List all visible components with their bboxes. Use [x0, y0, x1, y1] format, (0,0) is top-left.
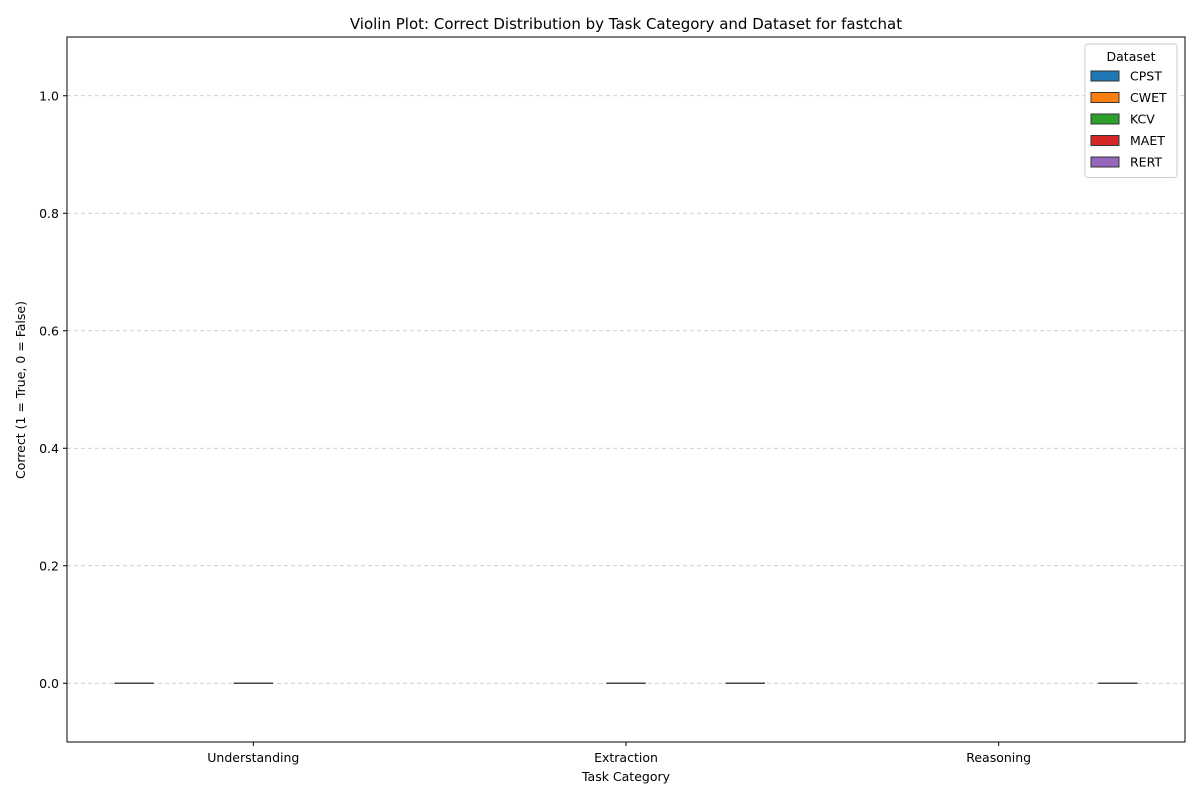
grid-lines: [67, 95, 1185, 684]
y-axis-label: Correct (1 = True, 0 = False): [13, 301, 28, 479]
x-axis-label: Task Category: [581, 769, 671, 784]
y-tick-label: 0.6: [39, 323, 59, 338]
legend-swatch-cwet: [1090, 92, 1120, 103]
y-tick-label: 1.0: [39, 88, 59, 103]
x-tick-label: Reasoning: [966, 750, 1031, 765]
x-axis-ticks: Understanding Extraction Reasoning: [207, 742, 1031, 765]
legend-swatch-cpst: [1090, 70, 1120, 82]
legend-label-cwet: CWET: [1130, 90, 1167, 105]
y-tick-label: 0.2: [39, 558, 59, 573]
y-axis-ticks: 0.0 0.2 0.4 0.6 0.8 1.0: [39, 88, 67, 691]
legend-label-kcv: KCV: [1130, 112, 1155, 127]
legend: Dataset CPST CWET KCV MAET RERT: [1084, 43, 1178, 178]
legend-swatch-rert: [1090, 156, 1120, 168]
y-tick-label: 0.8: [39, 206, 59, 221]
x-tick-label: Understanding: [207, 750, 299, 765]
x-tick-label: Extraction: [594, 750, 658, 765]
y-tick-label: 0.4: [39, 441, 59, 456]
legend-title: Dataset: [1107, 49, 1156, 64]
y-tick-label: 0.0: [39, 676, 59, 691]
legend-label-cpst: CPST: [1130, 69, 1162, 84]
legend-swatch-maet: [1090, 135, 1120, 146]
legend-label-rert: RERT: [1130, 155, 1162, 170]
plot-area-frame: [66, 36, 1186, 743]
legend-swatch-kcv: [1090, 113, 1120, 125]
legend-label-maet: MAET: [1130, 133, 1165, 148]
chart-title: Violin Plot: Correct Distribution by Tas…: [350, 15, 902, 33]
